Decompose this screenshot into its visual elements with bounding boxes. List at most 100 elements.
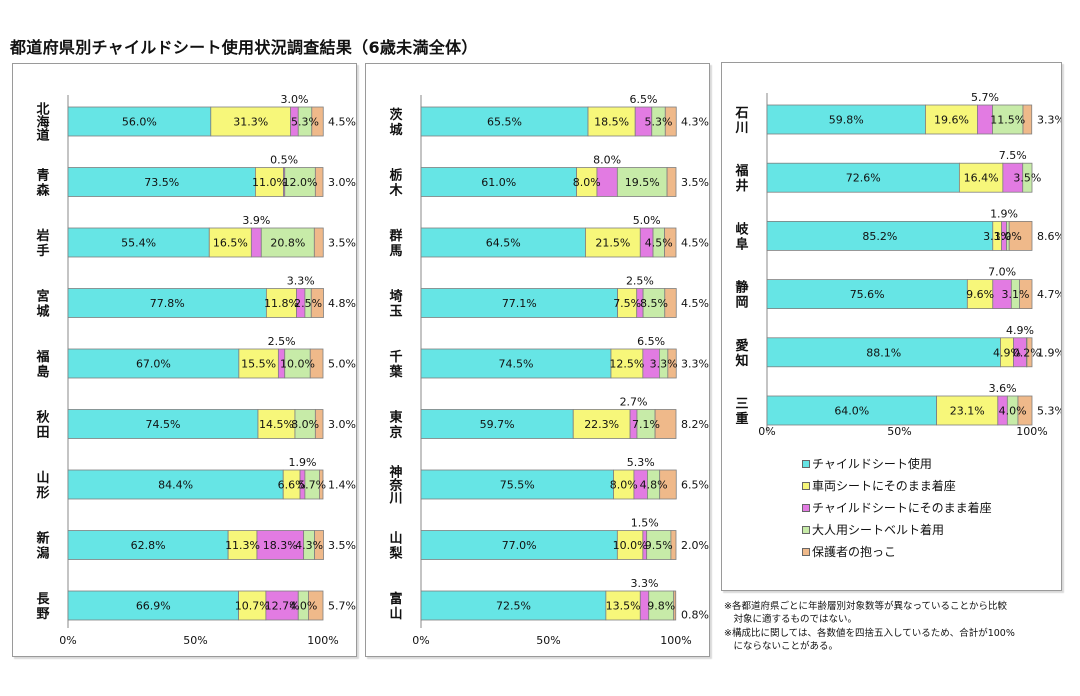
- data-label: 3.0%: [328, 176, 356, 189]
- footnotes: ※各都道府県ごとに年齢層別対象数等が異なっていることから比較 対象に適するもので…: [724, 600, 1064, 654]
- data-label: 75.6%: [850, 288, 885, 301]
- category-label: 秋田: [36, 410, 50, 441]
- data-label: 12.5%: [609, 358, 644, 371]
- footnote-line: ※各都道府県ごとに年齢層別対象数等が異なっていることから比較: [724, 601, 1007, 612]
- bar-segment: [925, 104, 978, 135]
- bar-segment: [420, 227, 586, 258]
- data-label: 9.8%: [647, 600, 675, 613]
- legend-label: チャイルドシート使用: [812, 457, 932, 471]
- data-label: 3.3%: [631, 577, 659, 590]
- data-label: 1.5%: [631, 517, 659, 530]
- x-tick-label: 50%: [536, 634, 560, 647]
- data-label: 18.3%: [263, 539, 298, 552]
- category-label: 群馬: [389, 228, 402, 259]
- data-label: 10.7%: [235, 600, 270, 613]
- data-label: 3.0%: [328, 418, 356, 431]
- data-label: 10.0%: [280, 358, 315, 371]
- bar-segment: [966, 279, 994, 310]
- data-label: 4.3%: [681, 116, 709, 129]
- data-label: 74.5%: [499, 358, 534, 371]
- data-label: 9.6%: [966, 288, 994, 301]
- data-label: 7.0%: [988, 266, 1016, 279]
- bar-segment: [673, 590, 677, 621]
- x-tick-label: 100%: [307, 634, 338, 647]
- bar-segment: [616, 530, 644, 560]
- bar-segment: [208, 227, 252, 258]
- bar-segment: [67, 227, 210, 258]
- data-label: 64.0%: [834, 405, 869, 418]
- legend-swatch: [802, 548, 810, 556]
- data-label: 77.0%: [502, 539, 537, 552]
- data-label: 19.6%: [934, 114, 969, 127]
- category-label: 山梨: [388, 531, 403, 562]
- chart-title: 都道府県別チャイルドシート使用状況調査結果（6歳未満全体）: [10, 38, 478, 57]
- data-label: 16.4%: [964, 172, 999, 185]
- data-label: 0.2%: [1013, 346, 1041, 359]
- data-label: 10.0%: [613, 539, 648, 552]
- data-label: 4.5%: [681, 297, 709, 310]
- data-label: 3.0%: [280, 93, 308, 106]
- bar-segment: [587, 106, 636, 137]
- data-label: 4.5%: [645, 237, 673, 250]
- bar-segment: [992, 104, 1024, 135]
- footnote-line: ※構成比に関しては、各数値を四捨五入しているため、合計が100%: [724, 627, 1015, 639]
- data-label: 4.9%: [993, 346, 1021, 359]
- data-label: 7.1%: [632, 418, 660, 431]
- legend-label: 大人用シートベルト着用: [812, 523, 945, 537]
- bar-segment: [257, 409, 296, 439]
- data-label: 5.7%: [328, 600, 356, 613]
- bar-segment: [585, 227, 641, 258]
- bar-segment: [1022, 162, 1033, 193]
- x-tick-label: 50%: [183, 634, 207, 647]
- data-label: 23.1%: [950, 405, 985, 418]
- data-label: 2.7%: [620, 396, 648, 409]
- category-label: 千葉: [388, 349, 403, 380]
- data-label: 2.5%: [294, 297, 322, 310]
- data-label: 4.0%: [289, 600, 317, 613]
- bar-segment: [766, 279, 968, 310]
- footnote-line: にならないことがある。: [724, 641, 839, 653]
- data-label: 13.5%: [606, 600, 641, 613]
- bar-segment: [648, 590, 675, 621]
- bar-segment: [420, 106, 589, 137]
- data-label: 3.3%: [983, 230, 1011, 243]
- bar-segment: [646, 530, 672, 560]
- data-label: 12.0%: [283, 176, 318, 189]
- bar-segment: [311, 106, 324, 137]
- bar-segment: [572, 409, 631, 439]
- data-label: 6.5%: [630, 93, 658, 106]
- category-label: 岐阜: [735, 221, 749, 252]
- bar-segment: [67, 469, 284, 500]
- category-label: 長野: [36, 592, 50, 622]
- bar-segment: [1017, 395, 1033, 426]
- footnote-line: 対象に適するものではない。: [724, 614, 858, 626]
- data-label: 65.5%: [487, 116, 522, 129]
- data-label: 8.0%: [610, 479, 638, 492]
- data-label: 11.0%: [252, 176, 287, 189]
- data-label: 0.8%: [681, 609, 709, 622]
- data-label: 3.1%: [1001, 288, 1029, 301]
- bar-segment: [314, 530, 324, 560]
- data-label: 8.5%: [640, 297, 668, 310]
- data-label: 20.8%: [270, 237, 305, 250]
- bar-segment: [766, 220, 994, 251]
- data-label: 73.5%: [144, 176, 179, 189]
- data-label: 3.5%: [328, 539, 356, 552]
- stacked-bar-chart-3: 石川 59.8% 19.6%5.7% 11.5% 3.3% 福井 72.6% 16.4%7.5…: [734, 91, 1061, 438]
- data-label: 3.3%: [681, 358, 709, 371]
- data-label: 14.5%: [259, 418, 294, 431]
- data-label: 3.5%: [328, 237, 356, 250]
- bar-segment: [308, 590, 324, 621]
- bar-segment: [210, 106, 292, 137]
- data-label: 4.0%: [999, 405, 1027, 418]
- data-label: 2.5%: [268, 335, 296, 348]
- bar-segment: [420, 167, 577, 197]
- bar-segment: [284, 167, 316, 197]
- bar-segment: [420, 348, 612, 379]
- data-label: 6.5%: [637, 335, 665, 348]
- category-label: 埼玉: [389, 289, 402, 320]
- bar-segment: [260, 227, 315, 258]
- bar-segment: [314, 409, 324, 439]
- data-label: 1.0%: [994, 230, 1022, 243]
